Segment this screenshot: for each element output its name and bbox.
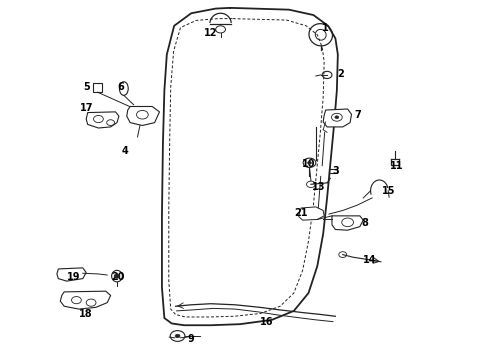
Circle shape [308, 161, 312, 164]
Text: 4: 4 [122, 146, 129, 156]
Text: 13: 13 [312, 182, 325, 192]
Polygon shape [57, 268, 86, 281]
Text: 19: 19 [67, 272, 81, 282]
Text: 18: 18 [79, 310, 93, 319]
Polygon shape [299, 207, 324, 220]
Polygon shape [323, 109, 351, 127]
Circle shape [175, 334, 180, 338]
Text: 17: 17 [79, 103, 93, 113]
Text: 12: 12 [204, 28, 218, 38]
Text: 11: 11 [390, 161, 403, 171]
Text: 7: 7 [354, 111, 361, 121]
Text: 9: 9 [188, 333, 195, 343]
Text: 2: 2 [337, 69, 343, 79]
Circle shape [335, 116, 339, 119]
Text: 10: 10 [302, 159, 315, 169]
Text: 5: 5 [83, 82, 90, 92]
Text: 6: 6 [117, 82, 124, 92]
Polygon shape [86, 112, 119, 128]
Text: 15: 15 [382, 186, 396, 197]
Text: 20: 20 [111, 272, 125, 282]
Text: 1: 1 [322, 23, 329, 33]
Polygon shape [332, 216, 363, 230]
Polygon shape [127, 107, 159, 126]
Text: 21: 21 [294, 208, 308, 218]
Polygon shape [60, 291, 111, 309]
Text: 16: 16 [260, 317, 274, 327]
Circle shape [114, 274, 120, 278]
Text: 3: 3 [332, 166, 339, 176]
Bar [93, 83, 102, 92]
Text: 14: 14 [363, 255, 376, 265]
Text: 8: 8 [361, 218, 368, 228]
